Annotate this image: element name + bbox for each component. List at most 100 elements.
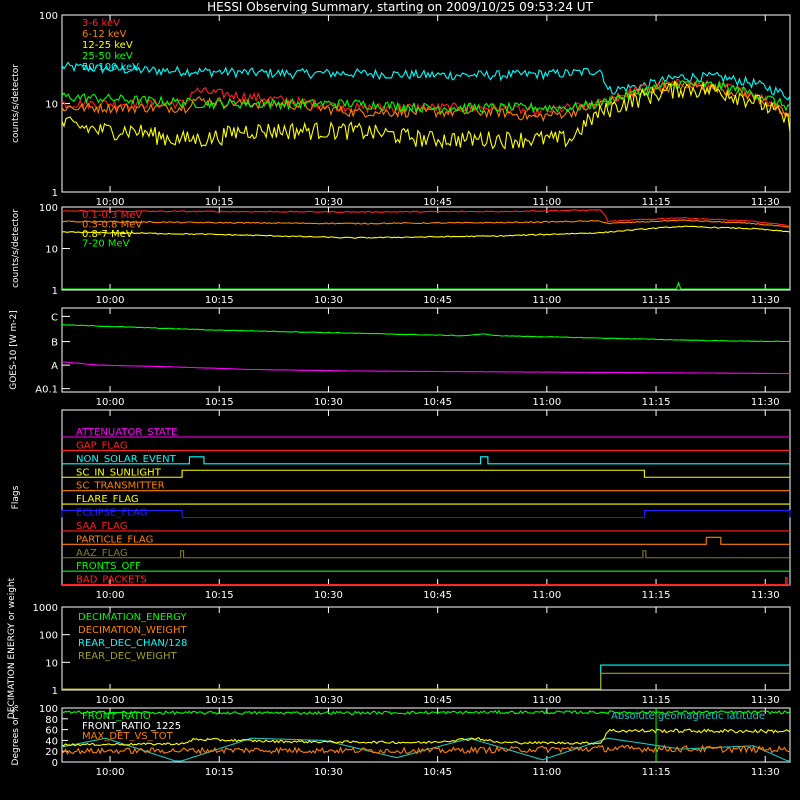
legend-entry: FRONT_RATIO_1225 [82,721,181,732]
flag-trace [62,550,790,559]
flag-label: NON_SOLAR_EVENT [76,454,177,465]
flag-trace [61,509,791,519]
x-tick-label: 10:00 [96,295,125,306]
flag-label: ECLIPSE_FLAG [76,508,147,519]
series-line [61,361,791,375]
y-axis-label: DECIMATION ENERGY or weight [7,577,17,719]
legend-entry: REAR_DEC_CHAN/128 [78,638,187,649]
chart-title: HESSI Observing Summary, starting on 200… [207,0,593,14]
x-tick-label: 11:30 [751,197,780,208]
x-tick-label: 10:30 [314,295,343,306]
x-tick-label: 11:00 [532,197,561,208]
legend-entry: FRONT_RATIO [82,711,151,722]
y-tick-label: 10 [45,658,58,669]
x-tick-label: 10:15 [205,295,234,306]
legend-entry: REAR_DEC_WEIGHT [78,651,177,662]
series-line [61,81,791,123]
flag-label: ATTENUATOR_STATE [76,427,177,438]
flag-label: SC_TRANSMITTER [76,481,165,492]
x-tick-label: 11:15 [642,695,671,706]
x-tick-label: 10:15 [205,397,234,408]
panel-frame-5 [61,707,791,763]
series-line [62,281,790,290]
x-tick-label: 10:45 [423,197,452,208]
flag-label: SAA_FLAG [76,521,127,532]
x-tick-label: 11:15 [642,197,671,208]
x-tick-label: 11:00 [532,695,561,706]
x-tick-label: 10:30 [314,767,343,778]
y-tick-label: 100 [39,704,58,715]
x-tick-label: 10:30 [314,197,343,208]
legend-entry: 7-20 MeV [82,239,130,250]
flag-label: FRONTS_OFF [76,561,141,572]
x-tick-label: 10:15 [205,590,234,601]
series-line [62,672,790,690]
x-tick-label: 10:45 [423,767,452,778]
x-tick-label: 10:30 [314,695,343,706]
flag-label: SC_IN_SUNLIGHT [76,467,162,478]
series-line [61,744,791,755]
y-tick-label: 10 [45,245,58,256]
x-tick-label: 11:15 [642,767,671,778]
y-tick-label: C [51,312,58,323]
x-tick-label: 11:00 [532,767,561,778]
y-tick-label: 40 [45,736,58,747]
x-tick-label: 11:30 [751,695,780,706]
x-tick-label: 10:00 [96,397,125,408]
series-line [61,709,791,716]
x-tick-label: 10:45 [423,295,452,306]
series-line [61,79,791,115]
x-tick-label: 10:15 [205,695,234,706]
legend-entry: 0.1-0.3 MeV [82,210,142,221]
x-tick-label: 10:00 [96,590,125,601]
flag-trace [62,469,790,478]
flag-label: PARTICLE_FLAG [76,534,153,545]
flag-label: FLARE_FLAG [76,494,139,505]
y-tick-label: 100 [39,631,58,642]
y-tick-label: B [51,338,58,349]
series-line [61,209,791,228]
x-tick-label: 11:00 [532,295,561,306]
series-line [62,664,790,690]
flag-trace [62,577,790,586]
x-tick-label: 10:15 [205,197,234,208]
x-tick-label: 11:30 [751,397,780,408]
y-tick-label: 1 [52,686,58,697]
x-tick-label: 11:00 [532,397,561,408]
series-line [61,728,791,747]
y-axis-label: GOES-10 [W m-2] [9,310,19,390]
flag-label: AAZ_FLAG [76,548,128,559]
legend-entry: MAX_DET_VS_TOT [82,731,174,742]
legend-entry: 50-100 keV [82,62,139,73]
y-tick-label: A0.1 [35,385,58,396]
x-tick-label: 11:30 [751,767,780,778]
y-tick-label: A [51,361,58,372]
panel-frame-1 [61,206,791,291]
legend-entry: 6-12 keV [82,29,126,40]
y-axis-label: Flags [11,485,21,509]
x-tick-label: 11:15 [642,590,671,601]
legend-entry: 25-50 keV [82,51,133,62]
series-line [61,323,790,343]
y-tick-label: 0 [52,758,58,769]
x-tick-label: 11:15 [642,295,671,306]
y-tick-label: 80 [45,715,58,726]
panel-frame-2 [61,307,791,393]
x-tick-label: 10:00 [96,695,125,706]
y-tick-label: 20 [45,747,58,758]
x-tick-label: 10:00 [96,767,125,778]
y-tick-label: 1 [52,286,58,297]
legend-entry: 3-6 keV [82,18,120,29]
flag-trace [62,456,790,465]
x-tick-label: 10:45 [423,695,452,706]
legend-entry: Absolute geomagnetic latitude [611,711,765,722]
x-tick-label: 10:30 [314,590,343,601]
x-tick-label: 11:15 [642,397,671,408]
y-axis-label: counts/s/detector [11,64,21,143]
x-tick-label: 11:30 [751,590,780,601]
series-line [61,225,791,239]
y-tick-label: 1000 [33,603,58,614]
y-tick-label: 100 [39,203,58,214]
flag-label: GAP_FLAG [76,440,128,451]
